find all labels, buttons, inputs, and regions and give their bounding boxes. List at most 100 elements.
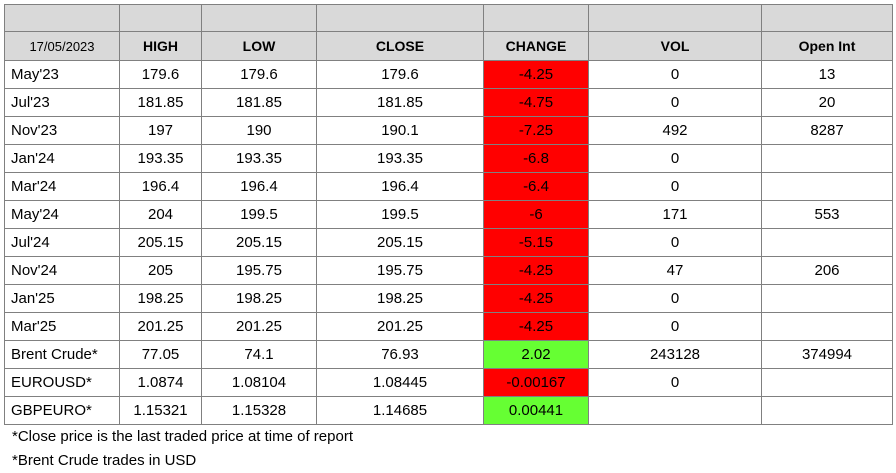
contract-name: Jan'24 [4,144,120,173]
open-int-value: 374994 [761,340,893,369]
low-value: 193.35 [201,144,317,173]
vol-value: 0 [588,284,762,313]
high-value: 205 [119,256,202,285]
close-value: 195.75 [316,256,484,285]
header-spacer-row [4,4,893,32]
vol-value: 492 [588,116,762,145]
change-value: -6.4 [483,172,589,201]
vol-value: 0 [588,144,762,173]
vol-value: 0 [588,228,762,257]
high-value: 196.4 [119,172,202,201]
change-value: -6.8 [483,144,589,173]
table-row: GBPEURO* 1.15321 1.15328 1.14685 0.00441 [4,396,893,425]
high-header: HIGH [119,31,202,61]
change-value: 2.02 [483,340,589,369]
table-row: Brent Crude* 77.05 74.1 76.93 2.02 243128 3749… [4,340,893,369]
open-int-value [761,284,893,313]
open-int-value: 553 [761,200,893,229]
low-value: 196.4 [201,172,317,201]
open-int-value: 20 [761,88,893,117]
table-row: Jan'24 193.35 193.35 193.35 -6.8 0 [4,144,893,173]
contract-name: Jan'25 [4,284,120,313]
low-value: 179.6 [201,60,317,89]
open-int-value [761,368,893,397]
table-row: Nov'23 197 190 190.1 -7.25 492 8287 [4,116,893,145]
blank-cell [316,4,484,32]
change-value: -6 [483,200,589,229]
open-int-value: 13 [761,60,893,89]
contract-name: GBPEURO* [4,396,120,425]
low-value: 1.08104 [201,368,317,397]
change-value: -7.25 [483,116,589,145]
close-value: 193.35 [316,144,484,173]
contract-name: Mar'25 [4,312,120,341]
close-value: 76.93 [316,340,484,369]
table-row: Jul'23 181.85 181.85 181.85 -4.75 0 20 [4,88,893,117]
table-row: Jan'25 198.25 198.25 198.25 -4.25 0 [4,284,893,313]
high-value: 205.15 [119,228,202,257]
change-value: -5.15 [483,228,589,257]
high-value: 201.25 [119,312,202,341]
blank-cell [119,4,202,32]
low-value: 1.15328 [201,396,317,425]
close-value: 199.5 [316,200,484,229]
high-value: 198.25 [119,284,202,313]
low-value: 198.25 [201,284,317,313]
change-value: -4.25 [483,312,589,341]
close-value: 181.85 [316,88,484,117]
contract-name: Nov'23 [4,116,120,145]
change-value: -4.25 [483,284,589,313]
open-int-value [761,172,893,201]
high-value: 193.35 [119,144,202,173]
low-value: 201.25 [201,312,317,341]
blank-cell [761,4,893,32]
open-int-value: 8287 [761,116,893,145]
vol-value: 0 [588,312,762,341]
vol-value: 0 [588,88,762,117]
close-value: 196.4 [316,172,484,201]
footnote-close-price: *Close price is the last traded price at… [12,428,353,445]
high-value: 77.05 [119,340,202,369]
change-value: -4.75 [483,88,589,117]
table-row: Jul'24 205.15 205.15 205.15 -5.15 0 [4,228,893,257]
change-value: -4.25 [483,60,589,89]
open-int-value: 206 [761,256,893,285]
change-value: -4.25 [483,256,589,285]
high-value: 1.15321 [119,396,202,425]
table-row: May'23 179.6 179.6 179.6 -4.25 0 13 [4,60,893,89]
contract-name: Mar'24 [4,172,120,201]
table-row: Mar'25 201.25 201.25 201.25 -4.25 0 [4,312,893,341]
open-int-value [761,312,893,341]
close-value: 205.15 [316,228,484,257]
high-value: 179.6 [119,60,202,89]
table-row: May'24 204 199.5 199.5 -6 171 553 [4,200,893,229]
change-value: -0.00167 [483,368,589,397]
blank-cell [201,4,317,32]
high-value: 181.85 [119,88,202,117]
contract-name: EUROUSD* [4,368,120,397]
contract-name: May'23 [4,60,120,89]
footnote-brent-usd: *Brent Crude trades in USD [12,452,197,469]
vol-value: 243128 [588,340,762,369]
high-value: 197 [119,116,202,145]
contract-name: Jul'24 [4,228,120,257]
contract-name: May'24 [4,200,120,229]
close-value: 1.14685 [316,396,484,425]
low-value: 195.75 [201,256,317,285]
high-value: 1.0874 [119,368,202,397]
close-value: 201.25 [316,312,484,341]
close-header: CLOSE [316,31,484,61]
blank-cell [483,4,589,32]
blank-cell [4,4,120,32]
price-table: 17/05/2023 HIGH LOW CLOSE CHANGE VOL Ope… [4,4,893,425]
vol-value: 0 [588,368,762,397]
table-row: EUROUSD* 1.0874 1.08104 1.08445 -0.00167 0 [4,368,893,397]
low-value: 181.85 [201,88,317,117]
low-value: 74.1 [201,340,317,369]
high-value: 204 [119,200,202,229]
contract-name: Jul'23 [4,88,120,117]
open-int-header: Open Int [761,31,893,61]
close-value: 179.6 [316,60,484,89]
close-value: 1.08445 [316,368,484,397]
vol-value: 0 [588,172,762,201]
